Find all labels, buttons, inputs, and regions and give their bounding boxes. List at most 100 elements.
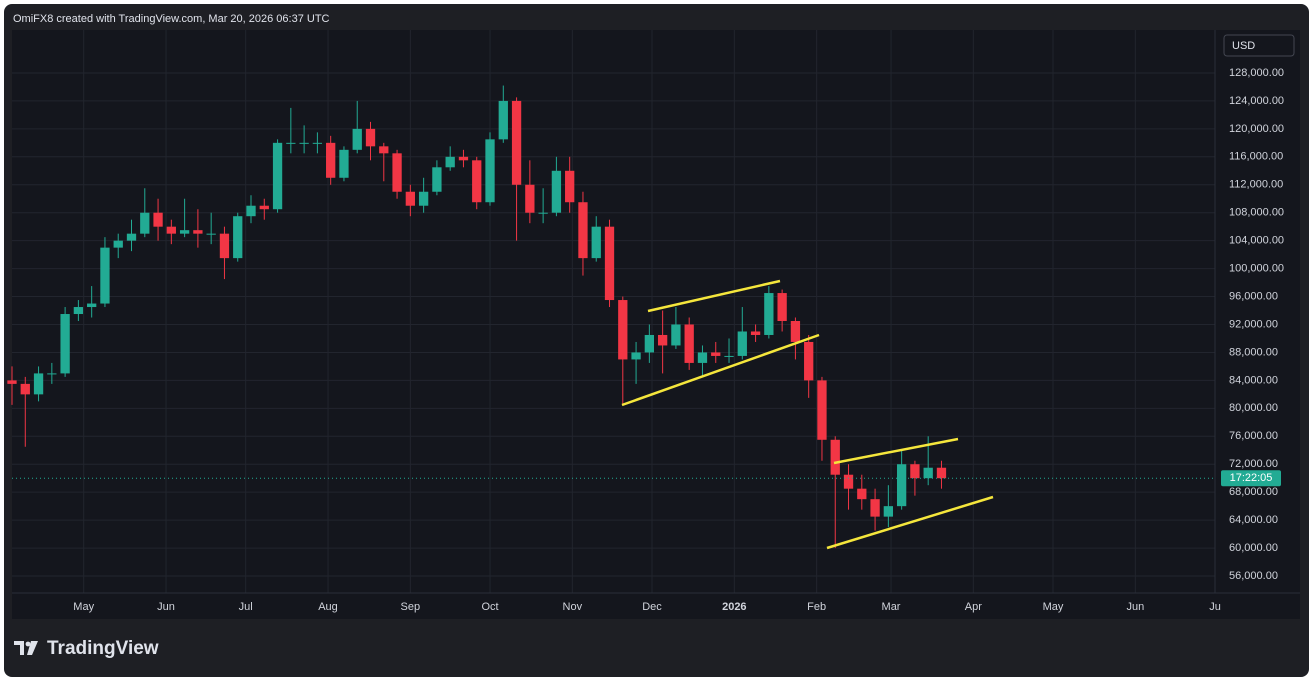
candle-body	[193, 230, 203, 234]
candle-body	[405, 191, 415, 206]
trendline	[833, 437, 959, 465]
candle-body	[896, 464, 907, 507]
candle-body	[737, 331, 747, 356]
candle-body	[73, 307, 84, 315]
candle-body	[87, 303, 97, 308]
y-tick-label: 56,000.00	[1229, 570, 1278, 582]
x-tick-label: May	[1043, 601, 1064, 613]
currency: USD	[1232, 40, 1255, 52]
x-tick-label: Jun	[1126, 601, 1144, 613]
x-tick-label: Feb	[807, 601, 826, 613]
x-tick-label: Oct	[481, 601, 498, 613]
candle-body	[910, 464, 920, 479]
trendline	[621, 333, 820, 407]
candle-body	[432, 167, 442, 192]
candle-body	[883, 506, 894, 517]
x-tick-label: Jun	[157, 601, 175, 613]
brand: TradingView	[47, 638, 159, 659]
y-tick-label: 100,000.00	[1229, 263, 1284, 275]
candle-body	[830, 439, 840, 475]
candle-body	[47, 373, 57, 375]
y-tick-label: 116,000.00	[1229, 151, 1283, 163]
y-tick-label: 104,000.00	[1229, 235, 1284, 247]
candle-body	[538, 212, 548, 214]
candle-body	[777, 293, 787, 322]
candle-body	[724, 355, 734, 357]
y-tick-label: 96,000.00	[1229, 290, 1278, 302]
candle-body	[299, 142, 309, 144]
candle-body	[817, 380, 827, 440]
countdown-box	[1221, 470, 1281, 487]
candle-body	[551, 170, 562, 213]
y-tick-label: 72,000.00	[1229, 458, 1278, 470]
candle-body	[804, 341, 814, 381]
logo	[14, 641, 38, 655]
x-tick-label: 2026	[722, 601, 746, 613]
candle-body	[657, 334, 668, 346]
candle-body	[326, 142, 336, 178]
candle-body	[591, 226, 601, 259]
candle-body	[644, 334, 654, 353]
logo-dot	[25, 641, 31, 647]
x-tick-label: Nov	[563, 601, 583, 613]
candle-body	[936, 467, 947, 479]
y-tick-label: 108,000.00	[1229, 207, 1284, 219]
candle-body	[711, 352, 721, 356]
y-tick-label: 64,000.00	[1229, 514, 1278, 526]
candle-body	[219, 233, 230, 259]
candle-body	[126, 233, 137, 241]
x-tick-label: May	[73, 601, 94, 613]
candle-body	[233, 216, 243, 259]
candle-body	[445, 156, 455, 168]
header: OmiFX8 created with TradingView.com, Mar…	[13, 13, 330, 25]
x-tick-label: Sep	[401, 601, 421, 613]
candle-body	[339, 149, 349, 178]
candle-body	[565, 170, 575, 203]
candle-body	[33, 373, 44, 395]
y-tick-label: 60,000.00	[1229, 542, 1278, 554]
candle-body	[166, 226, 176, 234]
y-tick-label: 124,000.00	[1229, 95, 1284, 107]
candle-body	[684, 324, 694, 363]
y-tick-label: 120,000.00	[1229, 123, 1284, 135]
candle-body	[100, 247, 110, 304]
currency-box[interactable]	[1223, 34, 1295, 57]
x-tick-label: Aug	[318, 601, 338, 613]
y-tick-label: 112,000.00	[1229, 179, 1283, 191]
candle-body	[671, 324, 681, 346]
candle-body	[750, 331, 761, 335]
candle-body	[7, 380, 17, 384]
x-tick-label: Ju	[1209, 601, 1221, 613]
x-tick-label: Dec	[642, 601, 662, 613]
candle-body	[790, 321, 801, 342]
x-tick-label: Mar	[882, 601, 901, 613]
trendline	[826, 495, 994, 550]
candle-body	[113, 240, 123, 248]
candle-body	[843, 474, 854, 489]
logo-mark	[14, 641, 38, 655]
candle-body	[418, 191, 429, 206]
candle-body	[631, 352, 641, 360]
candle-body	[472, 160, 482, 203]
y-tick-label: 80,000.00	[1229, 402, 1278, 414]
candle-body	[697, 352, 708, 363]
candle-body	[392, 153, 402, 192]
candle-body	[764, 293, 774, 335]
trendlines	[621, 279, 994, 550]
candle-body	[525, 184, 535, 213]
candle-body	[20, 383, 30, 395]
candle-body	[604, 226, 615, 301]
candle-body	[286, 142, 296, 144]
y-tick-label: 92,000.00	[1229, 318, 1278, 330]
candle-body	[485, 139, 495, 203]
y-tick-label: 84,000.00	[1229, 374, 1278, 386]
countdown: 17:22:05	[1230, 472, 1273, 484]
candle-body	[153, 212, 163, 227]
candle-body	[60, 314, 70, 374]
candle-body	[352, 128, 362, 150]
axes: 56,000.00 60,000.00 64,000.00 68,000.00 72,0…	[73, 67, 1284, 613]
y-tick-label: 128,000.00	[1229, 67, 1284, 79]
candle-body	[179, 230, 190, 234]
